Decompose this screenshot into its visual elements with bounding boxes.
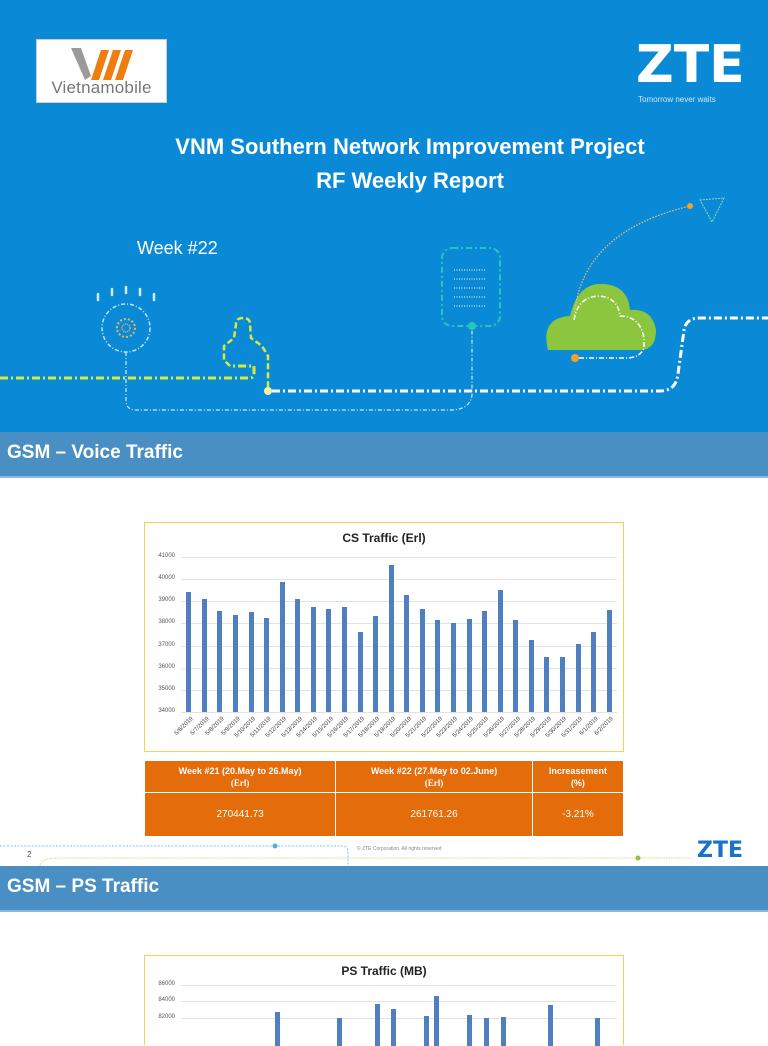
cover-slide: Vietnamobile ZTE Tomorrow never waits VN… xyxy=(0,0,768,432)
bar xyxy=(451,623,456,712)
bar xyxy=(388,564,394,712)
bar xyxy=(497,590,503,712)
vietnamobile-logo-text: Vietnamobile xyxy=(51,78,152,97)
table-header-row: Week #21 (20.May to 26.May) (Erl) Week #2… xyxy=(143,760,625,793)
vietnamobile-logo: Vietnamobile xyxy=(36,39,167,103)
value-week22: 261761.26 xyxy=(335,792,533,837)
bar xyxy=(513,620,519,712)
bar xyxy=(375,1003,380,1046)
title-line-2: RF Weekly Report xyxy=(316,168,504,193)
bar xyxy=(482,611,488,712)
voice-traffic-section-header: GSM – Voice Traffic xyxy=(0,432,768,478)
bar xyxy=(326,609,332,712)
report-title: VNM Southern Network Improvement Project… xyxy=(0,130,768,198)
ps-traffic-chart: PS Traffic (MB) 86000 84000 82000 xyxy=(144,955,624,1046)
table-row: 270441.73 261761.26 -3.21% xyxy=(143,792,625,837)
y-tick-label: 35000 xyxy=(158,685,175,692)
bar xyxy=(606,610,612,712)
bar xyxy=(248,612,254,712)
gridline xyxy=(181,712,617,713)
footer-line-icon xyxy=(0,843,690,866)
value-increasement: -3.21% xyxy=(531,792,625,837)
bar xyxy=(217,611,223,712)
bar xyxy=(575,644,581,712)
y-tick-label: 39000 xyxy=(158,597,175,604)
gridline xyxy=(181,645,617,647)
bar xyxy=(595,1018,600,1046)
gridline xyxy=(181,579,617,581)
ps-chart-title: PS Traffic (MB) xyxy=(341,964,427,978)
header-increasement: Increasement (%) xyxy=(531,760,625,793)
bar xyxy=(373,615,379,712)
bar xyxy=(201,599,207,712)
bar xyxy=(484,1018,489,1046)
y-tick-label: 38000 xyxy=(158,619,175,626)
bar xyxy=(310,606,316,712)
bar xyxy=(279,582,285,712)
y-tick-label: 41000 xyxy=(158,553,175,559)
bar xyxy=(434,995,439,1046)
bar xyxy=(424,1016,429,1046)
bar xyxy=(275,1012,280,1046)
bar xyxy=(391,1008,396,1046)
header-week22: Week #22 (27.May to 02.June) (Erl) xyxy=(335,760,533,793)
bar xyxy=(435,620,441,712)
header-week21: Week #21 (20.May to 26.May) (Erl) xyxy=(143,760,337,793)
y-tick-label: 86000 xyxy=(158,981,175,987)
voice-traffic-section-title: GSM – Voice Traffic xyxy=(7,442,183,463)
bar xyxy=(186,592,192,712)
bar xyxy=(560,656,565,712)
page-number: 2 xyxy=(27,850,32,859)
vietnamobile-mark-icon xyxy=(71,48,133,80)
value-week21: 270441.73 xyxy=(143,792,337,837)
bar xyxy=(467,1015,472,1046)
bar xyxy=(419,609,425,712)
copyright-text: © ZTE Corporation. All rights reserved xyxy=(357,846,442,852)
ps-traffic-section-header: GSM – PS Traffic xyxy=(0,866,768,912)
zte-logo: ZTE xyxy=(636,35,745,95)
gridline xyxy=(181,601,617,603)
gridline xyxy=(181,667,617,669)
bar xyxy=(501,1017,506,1046)
gridline xyxy=(181,557,617,558)
title-line-1: VNM Southern Network Improvement Project xyxy=(175,134,645,159)
bar xyxy=(264,617,270,712)
bar xyxy=(342,606,347,712)
y-tick-label: 37000 xyxy=(158,641,175,648)
y-tick-label: 34000 xyxy=(158,708,175,714)
weekly-cs-traffic-table: Week #21 (20.May to 26.May) (Erl) Week #2… xyxy=(143,760,625,837)
bar xyxy=(295,599,301,712)
y-tick-label: 40000 xyxy=(158,575,175,582)
bar xyxy=(337,1018,342,1046)
network-illustration-icon xyxy=(0,197,768,411)
bar xyxy=(591,632,597,712)
week-label: Week #22 xyxy=(137,238,218,258)
bar xyxy=(357,632,363,712)
bar xyxy=(528,640,534,712)
y-tick-label: 82000 xyxy=(158,1014,175,1020)
gridline xyxy=(181,623,617,625)
slide-footer: 2 © ZTE Corporation. All rights reserved… xyxy=(0,838,768,866)
bar xyxy=(544,656,550,712)
y-tick-label: 36000 xyxy=(158,663,175,670)
gridline xyxy=(181,1001,617,1002)
bar xyxy=(548,1005,553,1046)
cs-traffic-chart: CS Traffic (Erl) 34000 35000 36000 37000 380… xyxy=(144,522,624,752)
gridline xyxy=(181,689,617,691)
zte-footer-logo: ZTE xyxy=(697,838,743,863)
bar xyxy=(404,594,410,712)
ps-traffic-section-title: GSM – PS Traffic xyxy=(7,876,160,897)
zte-tagline: Tomorrow never waits xyxy=(638,95,716,104)
gridline xyxy=(181,985,617,986)
y-tick-label: 84000 xyxy=(158,997,175,1003)
gridline xyxy=(181,1018,617,1019)
cs-chart-title: CS Traffic (Erl) xyxy=(342,531,426,545)
bar xyxy=(233,614,238,712)
bar xyxy=(466,619,472,712)
